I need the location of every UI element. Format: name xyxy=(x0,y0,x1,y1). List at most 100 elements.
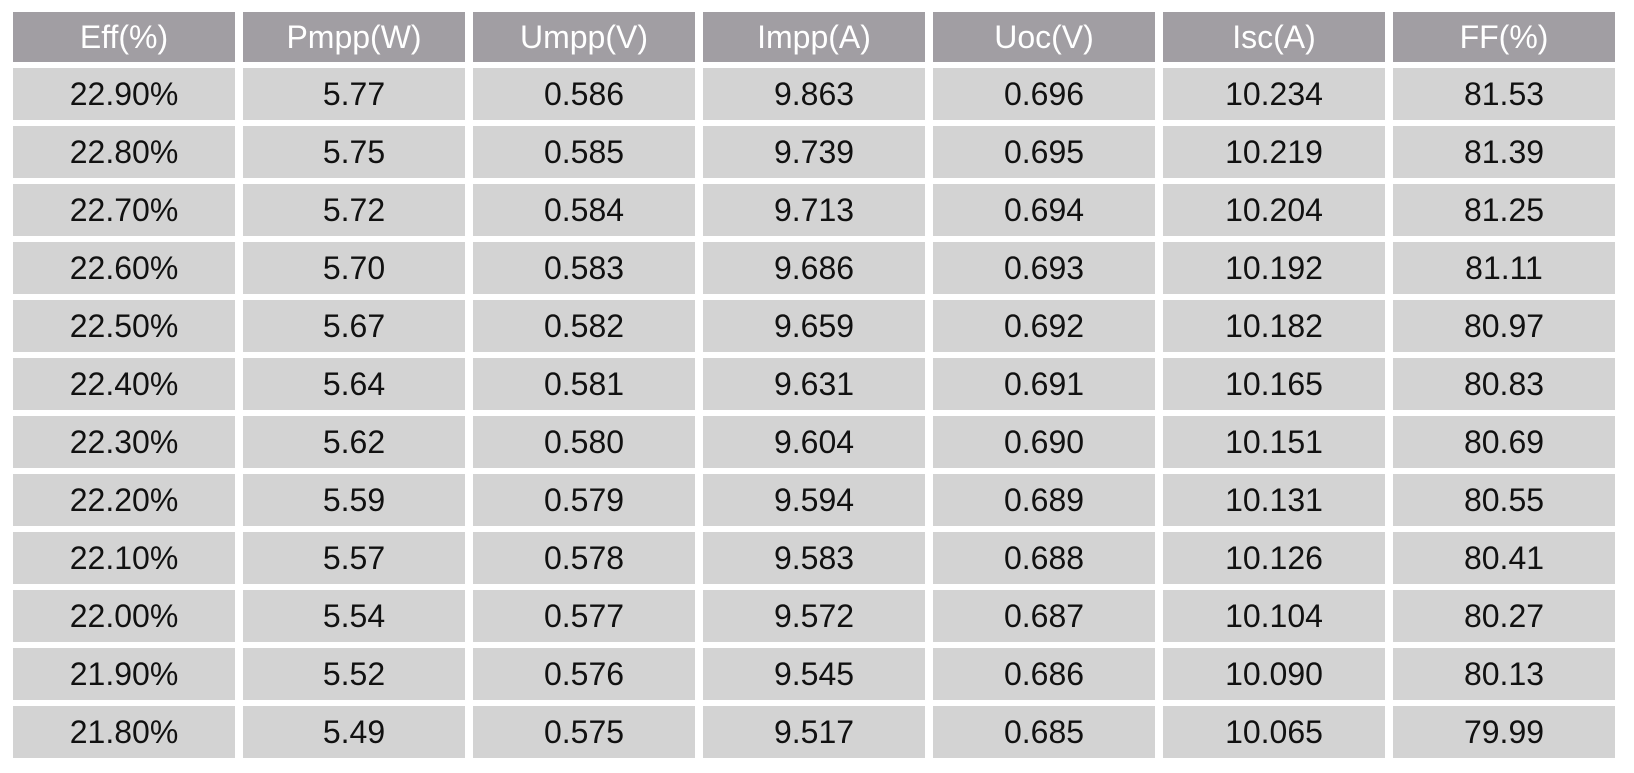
cell-isc: 10.234 xyxy=(1163,68,1385,120)
cell-pmpp: 5.75 xyxy=(243,126,465,178)
efficiency-table-container: Eff(%) Pmpp(W) Umpp(V) Impp(A) Uoc(V) Is… xyxy=(13,12,1623,764)
cell-umpp: 0.578 xyxy=(473,532,695,584)
cell-uoc: 0.695 xyxy=(933,126,1155,178)
cell-pmpp: 5.70 xyxy=(243,242,465,294)
cell-umpp: 0.586 xyxy=(473,68,695,120)
cell-impp: 9.545 xyxy=(703,648,925,700)
cell-eff: 22.30% xyxy=(13,416,235,468)
cell-isc: 10.065 xyxy=(1163,706,1385,758)
cell-umpp: 0.577 xyxy=(473,590,695,642)
cell-eff: 22.00% xyxy=(13,590,235,642)
table-row: 22.30% 5.62 0.580 9.604 0.690 10.151 80.69 xyxy=(13,416,1615,468)
cell-impp: 9.583 xyxy=(703,532,925,584)
cell-impp: 9.594 xyxy=(703,474,925,526)
header-ff: FF(%) xyxy=(1393,12,1615,62)
cell-umpp: 0.581 xyxy=(473,358,695,410)
cell-eff: 22.60% xyxy=(13,242,235,294)
cell-pmpp: 5.64 xyxy=(243,358,465,410)
cell-isc: 10.126 xyxy=(1163,532,1385,584)
table-row: 22.80% 5.75 0.585 9.739 0.695 10.219 81.39 xyxy=(13,126,1615,178)
cell-uoc: 0.687 xyxy=(933,590,1155,642)
table-row: 22.50% 5.67 0.582 9.659 0.692 10.182 80.97 xyxy=(13,300,1615,352)
cell-ff: 80.41 xyxy=(1393,532,1615,584)
cell-umpp: 0.583 xyxy=(473,242,695,294)
cell-eff: 22.50% xyxy=(13,300,235,352)
header-pmpp: Pmpp(W) xyxy=(243,12,465,62)
cell-uoc: 0.694 xyxy=(933,184,1155,236)
cell-uoc: 0.686 xyxy=(933,648,1155,700)
cell-isc: 10.104 xyxy=(1163,590,1385,642)
table-row: 21.90% 5.52 0.576 9.545 0.686 10.090 80.13 xyxy=(13,648,1615,700)
cell-ff: 81.25 xyxy=(1393,184,1615,236)
cell-eff: 22.40% xyxy=(13,358,235,410)
cell-ff: 80.27 xyxy=(1393,590,1615,642)
header-isc: Isc(A) xyxy=(1163,12,1385,62)
cell-umpp: 0.585 xyxy=(473,126,695,178)
cell-eff: 22.70% xyxy=(13,184,235,236)
cell-pmpp: 5.72 xyxy=(243,184,465,236)
cell-pmpp: 5.57 xyxy=(243,532,465,584)
cell-umpp: 0.579 xyxy=(473,474,695,526)
header-uoc: Uoc(V) xyxy=(933,12,1155,62)
cell-uoc: 0.692 xyxy=(933,300,1155,352)
cell-isc: 10.165 xyxy=(1163,358,1385,410)
cell-isc: 10.204 xyxy=(1163,184,1385,236)
table-row: 22.70% 5.72 0.584 9.713 0.694 10.204 81.25 xyxy=(13,184,1615,236)
cell-isc: 10.090 xyxy=(1163,648,1385,700)
cell-eff: 22.80% xyxy=(13,126,235,178)
cell-eff: 22.90% xyxy=(13,68,235,120)
cell-ff: 80.69 xyxy=(1393,416,1615,468)
cell-isc: 10.219 xyxy=(1163,126,1385,178)
cell-impp: 9.739 xyxy=(703,126,925,178)
header-impp: Impp(A) xyxy=(703,12,925,62)
header-row: Eff(%) Pmpp(W) Umpp(V) Impp(A) Uoc(V) Is… xyxy=(13,12,1615,62)
cell-eff: 22.10% xyxy=(13,532,235,584)
table-row: 22.60% 5.70 0.583 9.686 0.693 10.192 81.11 xyxy=(13,242,1615,294)
table-row: 22.90% 5.77 0.586 9.863 0.696 10.234 81.53 xyxy=(13,68,1615,120)
cell-impp: 9.863 xyxy=(703,68,925,120)
cell-impp: 9.713 xyxy=(703,184,925,236)
table-header: Eff(%) Pmpp(W) Umpp(V) Impp(A) Uoc(V) Is… xyxy=(13,12,1615,62)
cell-impp: 9.686 xyxy=(703,242,925,294)
header-eff: Eff(%) xyxy=(13,12,235,62)
cell-uoc: 0.688 xyxy=(933,532,1155,584)
cell-ff: 80.13 xyxy=(1393,648,1615,700)
cell-pmpp: 5.62 xyxy=(243,416,465,468)
cell-pmpp: 5.67 xyxy=(243,300,465,352)
cell-uoc: 0.691 xyxy=(933,358,1155,410)
cell-umpp: 0.580 xyxy=(473,416,695,468)
table-row: 22.20% 5.59 0.579 9.594 0.689 10.131 80.55 xyxy=(13,474,1615,526)
cell-ff: 80.83 xyxy=(1393,358,1615,410)
cell-umpp: 0.582 xyxy=(473,300,695,352)
cell-umpp: 0.575 xyxy=(473,706,695,758)
cell-impp: 9.659 xyxy=(703,300,925,352)
efficiency-table: Eff(%) Pmpp(W) Umpp(V) Impp(A) Uoc(V) Is… xyxy=(5,6,1623,764)
cell-uoc: 0.685 xyxy=(933,706,1155,758)
cell-umpp: 0.584 xyxy=(473,184,695,236)
cell-pmpp: 5.52 xyxy=(243,648,465,700)
table-row: 22.10% 5.57 0.578 9.583 0.688 10.126 80.41 xyxy=(13,532,1615,584)
cell-eff: 22.20% xyxy=(13,474,235,526)
cell-ff: 81.11 xyxy=(1393,242,1615,294)
cell-pmpp: 5.49 xyxy=(243,706,465,758)
cell-isc: 10.192 xyxy=(1163,242,1385,294)
table-body: 22.90% 5.77 0.586 9.863 0.696 10.234 81.53 22.8… xyxy=(13,68,1615,758)
table-row: 21.80% 5.49 0.575 9.517 0.685 10.065 79.99 xyxy=(13,706,1615,758)
cell-impp: 9.631 xyxy=(703,358,925,410)
cell-ff: 80.97 xyxy=(1393,300,1615,352)
cell-uoc: 0.696 xyxy=(933,68,1155,120)
table-row: 22.00% 5.54 0.577 9.572 0.687 10.104 80.27 xyxy=(13,590,1615,642)
cell-impp: 9.572 xyxy=(703,590,925,642)
cell-isc: 10.131 xyxy=(1163,474,1385,526)
cell-isc: 10.151 xyxy=(1163,416,1385,468)
cell-uoc: 0.690 xyxy=(933,416,1155,468)
cell-uoc: 0.689 xyxy=(933,474,1155,526)
cell-pmpp: 5.54 xyxy=(243,590,465,642)
cell-ff: 81.39 xyxy=(1393,126,1615,178)
cell-ff: 81.53 xyxy=(1393,68,1615,120)
header-umpp: Umpp(V) xyxy=(473,12,695,62)
cell-impp: 9.604 xyxy=(703,416,925,468)
cell-pmpp: 5.77 xyxy=(243,68,465,120)
table-row: 22.40% 5.64 0.581 9.631 0.691 10.165 80.83 xyxy=(13,358,1615,410)
cell-umpp: 0.576 xyxy=(473,648,695,700)
